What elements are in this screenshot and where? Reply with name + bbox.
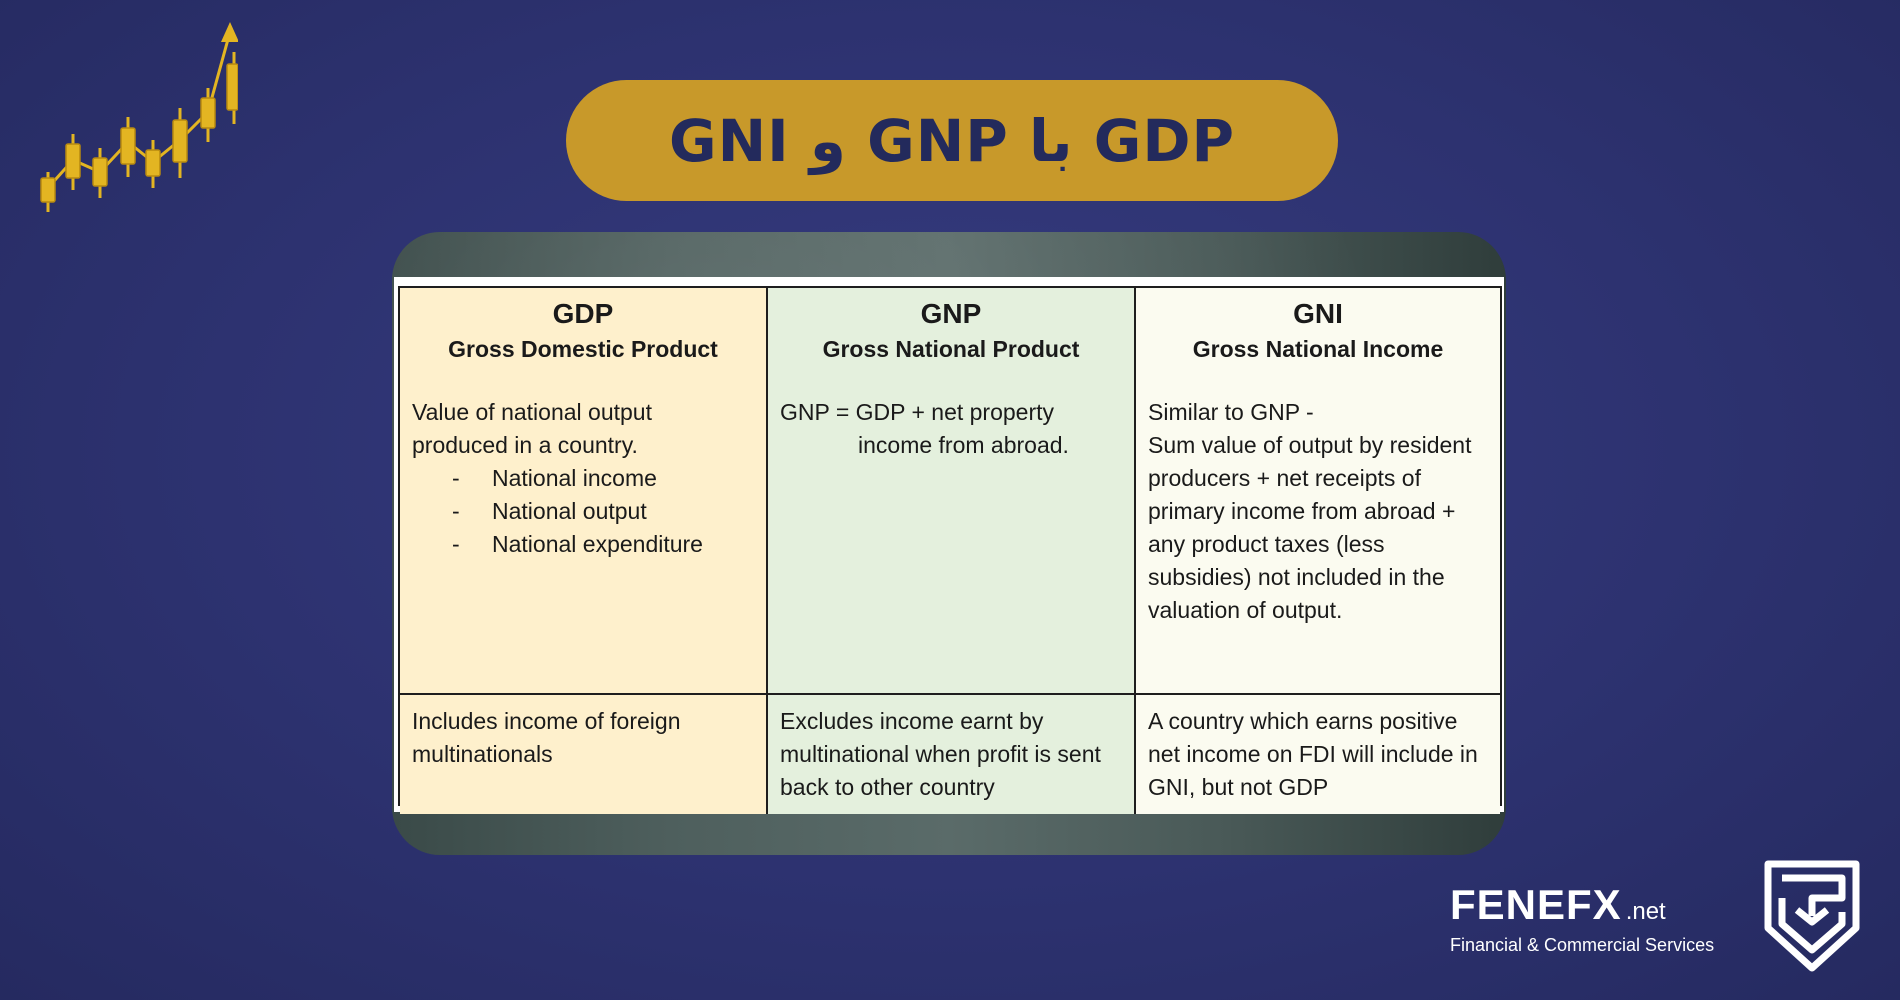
gni-cell: GNI Gross National Income Similar to GNP… (1136, 288, 1500, 693)
gdp-heading: GDP (552, 298, 614, 329)
gni-heading: GNI (1293, 298, 1343, 329)
brand-tagline: Financial & Commercial Services (1450, 935, 1715, 955)
gdp-bullet-list: - National income - National output - Natio… (412, 462, 754, 561)
gni-description-body: Sum value of output by resident producer… (1148, 432, 1472, 623)
title-banner: GDP با GNP و GNI (566, 80, 1338, 201)
gni-full-name: Gross National Income (1192, 336, 1444, 362)
list-item: - National income (452, 465, 657, 491)
gnp-heading: GNP (920, 298, 982, 329)
page-title: GDP با GNP و GNI (668, 106, 1236, 175)
brand-domain: .net (1625, 898, 1666, 925)
gni-note-cell: A country which earns positive net incom… (1136, 693, 1500, 814)
brand-block: FENEFX .net Financial & Commercial Servic… (1450, 881, 1715, 956)
list-item: - National output (452, 498, 647, 524)
fenefx-shield-logo (1764, 860, 1860, 972)
brand-name: FENEFX .net (1450, 881, 1666, 928)
gnp-formula-line-2: income from abroad. (858, 432, 1069, 458)
gdp-full-name: Gross Domestic Product (448, 336, 718, 362)
gdp-description-line-2: produced in a country. (412, 432, 638, 458)
gdp-cell: GDP Gross Domestic Product Value of nati… (400, 288, 768, 693)
gnp-formula-line-1: GNP = GDP + net property (780, 399, 1055, 425)
gnp-full-name: Gross National Product (822, 336, 1080, 362)
gdp-note-cell: Includes income of foreign multinational… (400, 693, 768, 814)
list-item: - National expenditure (452, 531, 703, 557)
comparison-table: GDP Gross Domestic Product Value of nati… (398, 286, 1502, 814)
gdp-description-line-1: Value of national output (412, 399, 652, 425)
gni-description-line-1: Similar to GNP - (1148, 399, 1314, 425)
gnp-note-cell: Excludes income earnt by multinational w… (768, 693, 1136, 814)
gnp-cell: GNP Gross National Product GNP = GDP + n… (768, 288, 1136, 693)
candlestick-chart-icon (40, 22, 238, 212)
